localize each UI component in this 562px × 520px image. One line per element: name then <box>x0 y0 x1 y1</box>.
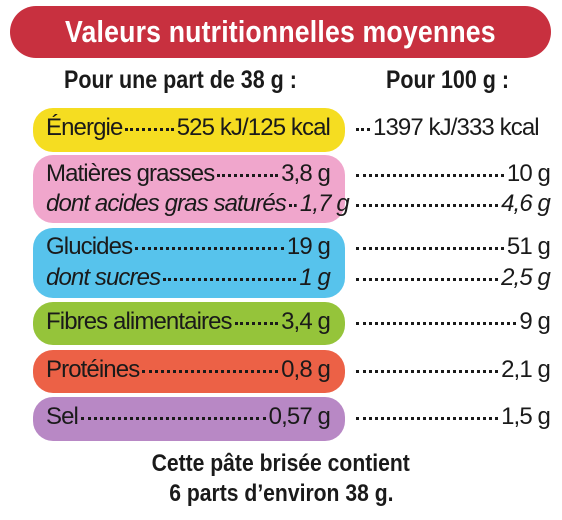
leader-dots <box>234 322 279 325</box>
label-sucres: dont sucres <box>46 264 161 291</box>
value-matieres-grasses-100g: 10 g <box>506 160 551 187</box>
header-per-100g: Pour 100 g : <box>386 66 510 94</box>
label-energie: Énergie <box>46 114 123 141</box>
row-bg-matieres-grasses <box>33 155 345 223</box>
footer-line-2: 6 parts d’environ 38 g. <box>0 480 562 508</box>
value-fibres-portion: 3,4 g <box>281 308 331 335</box>
leader-dots <box>356 204 499 207</box>
row-sel: Sel 0,57 g <box>46 403 331 431</box>
value-sel-100g: 1,5 g <box>501 403 551 430</box>
row-proteines-100g: 2,1 g <box>356 356 551 384</box>
footer-line-1: Cette pâte brisée contient <box>0 450 562 478</box>
value-acides-gras-satures-100g: 4,6 g <box>501 190 551 217</box>
leader-dots <box>356 128 370 131</box>
row-matieres-grasses: Matières grasses 3,8 g <box>46 160 331 188</box>
leader-dots <box>356 370 499 373</box>
row-sel-100g: 1,5 g <box>356 403 551 431</box>
value-proteines-100g: 2,1 g <box>501 356 551 383</box>
label-proteines: Protéines <box>46 356 140 383</box>
value-energie-100g: 1397 kJ/333 kcal <box>373 114 540 141</box>
row-bg-glucides <box>33 228 345 298</box>
label-fibres: Fibres alimentaires <box>46 308 233 335</box>
leader-dots <box>288 204 297 207</box>
row-bg-fibres <box>33 302 345 345</box>
row-acides-gras-satures-100g: 4,6 g <box>356 190 551 218</box>
leader-dots <box>356 278 499 281</box>
row-sucres-100g: 2,5 g <box>356 264 551 292</box>
leader-dots <box>163 278 297 281</box>
title: Valeurs nutritionnelles moyennes <box>65 14 496 49</box>
value-matieres-grasses-portion: 3,8 g <box>281 160 331 187</box>
value-sucres-100g: 2,5 g <box>501 264 551 291</box>
value-sel-portion: 0,57 g <box>268 403 331 430</box>
value-sucres-portion: 1 g <box>299 264 331 291</box>
label-acides-gras-satures: dont acides gras saturés <box>46 190 287 217</box>
value-fibres-100g: 9 g <box>519 308 551 335</box>
leader-dots <box>142 370 279 373</box>
row-fibres: Fibres alimentaires 3,4 g <box>46 308 331 336</box>
leader-dots <box>125 128 174 131</box>
leader-dots <box>135 247 284 250</box>
leader-dots <box>217 174 279 177</box>
value-acides-gras-satures-portion: 1,7 g <box>299 190 350 217</box>
label-sel: Sel <box>46 403 79 430</box>
value-energie-portion: 525 kJ/125 kcal <box>176 114 331 141</box>
leader-dots <box>356 417 499 420</box>
row-sucres: dont sucres 1 g <box>46 264 331 292</box>
label-matieres-grasses: Matières grasses <box>46 160 215 187</box>
value-glucides-100g: 51 g <box>506 233 551 260</box>
row-bg-energie <box>33 108 345 152</box>
footer-text-2: 6 parts d’environ 38 g. <box>168 480 394 507</box>
row-matieres-grasses-100g: 10 g <box>356 160 551 188</box>
value-glucides-portion: 19 g <box>286 233 331 260</box>
row-proteines: Protéines 0,8 g <box>46 356 331 384</box>
header-per-portion: Pour une part de 38 g : <box>64 66 297 94</box>
title-banner: Valeurs nutritionnelles moyennes <box>10 6 551 58</box>
leader-dots <box>356 247 504 250</box>
row-fibres-100g: 9 g <box>356 308 551 336</box>
footer-text-1: Cette pâte brisée contient <box>151 450 411 477</box>
row-glucides-100g: 51 g <box>356 233 551 261</box>
leader-dots <box>356 322 517 325</box>
value-proteines-portion: 0,8 g <box>281 356 331 383</box>
row-acides-gras-satures: dont acides gras saturés 1,7 g <box>46 190 350 218</box>
leader-dots <box>81 417 266 420</box>
row-glucides: Glucides 19 g <box>46 233 331 261</box>
row-energie: Énergie 525 kJ/125 kcal <box>46 114 331 142</box>
leader-dots <box>356 174 504 177</box>
label-glucides: Glucides <box>46 233 133 260</box>
row-energie-100g: 1397 kJ/333 kcal <box>356 114 550 142</box>
